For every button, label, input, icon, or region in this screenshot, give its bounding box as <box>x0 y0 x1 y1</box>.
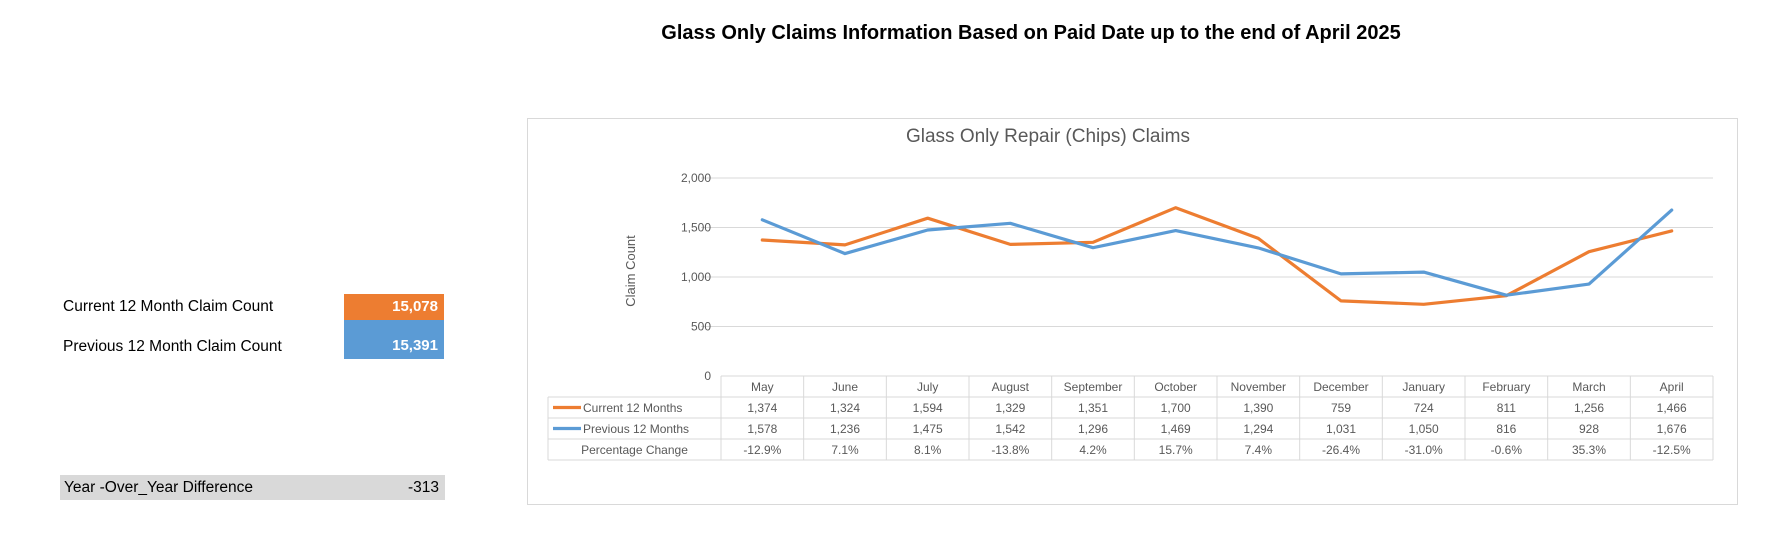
data-label: 1,390 <box>1243 401 1273 415</box>
data-label: 1,256 <box>1574 401 1604 415</box>
data-label: 724 <box>1414 401 1434 415</box>
yoy-difference-row: Year -Over_Year Difference -313 <box>60 475 445 500</box>
previous-count-label: Previous 12 Month Claim Count <box>63 338 282 355</box>
pct-change-label: 7.4% <box>1245 443 1273 457</box>
y-tick-label: 500 <box>691 320 711 334</box>
x-tick-label: April <box>1660 380 1684 394</box>
x-tick-label: November <box>1231 380 1286 394</box>
data-label: 1,594 <box>913 401 943 415</box>
y-axis-label: Claim Count <box>623 235 638 307</box>
series-line-previous <box>760 208 1674 297</box>
pct-change-label: 7.1% <box>831 443 859 457</box>
data-label: 1,374 <box>747 401 777 415</box>
pct-change-label: -12.9% <box>743 443 781 457</box>
page-title: Glass Only Claims Information Based on P… <box>661 22 1401 44</box>
data-label: 928 <box>1579 422 1599 436</box>
current-count-label: Current 12 Month Claim Count <box>63 298 274 315</box>
data-label: 1,050 <box>1409 422 1439 436</box>
data-label: 1,700 <box>1161 401 1191 415</box>
chart-frame: Glass Only Repair (Chips) Claims Claim C… <box>527 118 1738 505</box>
yoy-difference-value: -313 <box>407 479 439 496</box>
pct-change-label: -12.5% <box>1653 443 1691 457</box>
previous-count-value: 15,391 <box>344 320 444 359</box>
x-tick-label: February <box>1482 380 1530 394</box>
pct-change-label: -0.6% <box>1491 443 1523 457</box>
data-label: 1,351 <box>1078 401 1108 415</box>
x-tick-label: December <box>1313 380 1368 394</box>
data-label: 1,329 <box>995 401 1025 415</box>
y-tick-label: 1,500 <box>681 221 711 235</box>
data-label: 1,676 <box>1657 422 1687 436</box>
data-label: 1,466 <box>1657 401 1687 415</box>
y-tick-label: 1,000 <box>681 270 711 284</box>
series-line-current <box>760 206 1674 306</box>
x-tick-label: March <box>1572 380 1605 394</box>
y-tick-label: 0 <box>704 369 711 383</box>
x-tick-label: September <box>1064 380 1123 394</box>
pct-change-label: 15.7% <box>1159 443 1193 457</box>
pct-change-label: 35.3% <box>1572 443 1606 457</box>
data-label: 1,236 <box>830 422 860 436</box>
current-count-value: 15,078 <box>344 294 444 320</box>
yoy-difference-label: Year -Over_Year Difference <box>64 479 253 496</box>
x-tick-label: July <box>917 380 938 394</box>
x-tick-label: June <box>832 380 858 394</box>
data-label: 1,469 <box>1161 422 1191 436</box>
data-label: 816 <box>1496 422 1516 436</box>
data-label: 1,031 <box>1326 422 1356 436</box>
legend-entry: Previous 12 Months <box>583 422 689 436</box>
data-label: 1,294 <box>1243 422 1273 436</box>
x-tick-label: May <box>751 380 774 394</box>
data-label: 1,296 <box>1078 422 1108 436</box>
data-label: 1,475 <box>913 422 943 436</box>
legend-entry: Current 12 Months <box>583 401 682 415</box>
pct-change-label: 4.2% <box>1079 443 1107 457</box>
pct-change-label: -13.8% <box>991 443 1029 457</box>
pct-change-label: -31.0% <box>1405 443 1443 457</box>
data-label: 1,324 <box>830 401 860 415</box>
line-chart: Glass Only Repair (Chips) Claims Claim C… <box>547 126 1714 461</box>
y-tick-label: 2,000 <box>681 171 711 185</box>
pct-change-label: 8.1% <box>914 443 942 457</box>
data-label: 1,578 <box>747 422 777 436</box>
x-tick-label: October <box>1154 380 1197 394</box>
pct-row-label: Percentage Change <box>581 443 688 457</box>
chart-title: Glass Only Repair (Chips) Claims <box>906 126 1190 147</box>
data-label: 759 <box>1331 401 1351 415</box>
data-label: 811 <box>1497 401 1516 415</box>
pct-change-label: -26.4% <box>1322 443 1360 457</box>
x-tick-label: August <box>992 380 1030 394</box>
x-tick-label: January <box>1402 380 1445 394</box>
data-label: 1,542 <box>995 422 1025 436</box>
